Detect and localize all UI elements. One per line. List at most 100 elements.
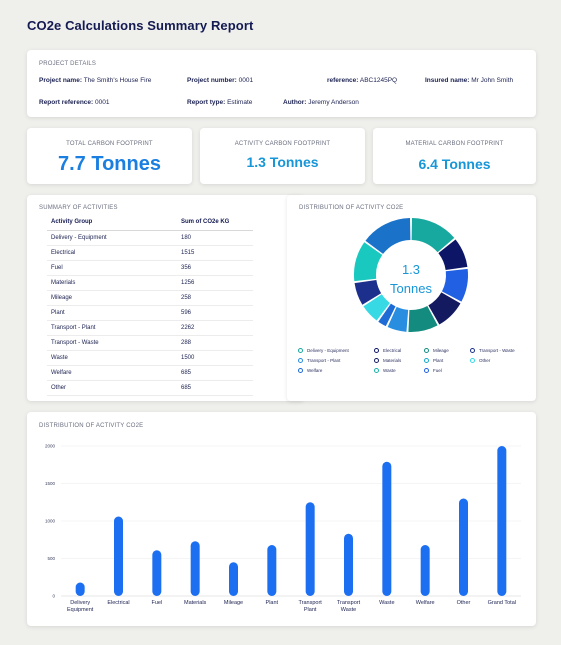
table-row: Welfare 685 bbox=[47, 365, 253, 381]
donut-center-unit: Tonnes bbox=[390, 281, 432, 296]
total-footprint-card: TOTAL CARBON FOOTPRINT 7.7 Tonnes bbox=[27, 128, 192, 184]
project-details-card: PROJECT DETAILS Project name: The Smith'… bbox=[27, 50, 536, 117]
legend-swatch bbox=[470, 358, 475, 363]
legend-item: Waste bbox=[374, 368, 396, 373]
co2e-sum-cell: 1500 bbox=[177, 350, 253, 366]
total-footprint-label: TOTAL CARBON FOOTPRINT bbox=[66, 141, 153, 147]
legend-label: Waste bbox=[383, 368, 396, 373]
y-tick-label: 0 bbox=[52, 594, 55, 599]
donut-segment bbox=[438, 239, 468, 271]
table-row: Transport - Plant 2262 bbox=[47, 320, 253, 336]
bar bbox=[152, 550, 162, 596]
x-tick-label: Transport bbox=[337, 600, 361, 606]
activity-group-cell: Welfare bbox=[47, 365, 177, 381]
table-row: Other 685 bbox=[47, 380, 253, 396]
table-row: Transport - Waste 288 bbox=[47, 335, 253, 351]
bar bbox=[344, 533, 353, 596]
summary-label: SUMMARY OF ACTIVITIES bbox=[39, 205, 118, 211]
legend-swatch bbox=[424, 358, 429, 363]
activity-group-cell: Transport - Plant bbox=[47, 320, 177, 336]
legend-label: Other bbox=[479, 358, 491, 363]
report-type-field: Report type: Estimate bbox=[187, 99, 253, 106]
material-footprint-card: MATERIAL CARBON FOOTPRINT 6.4 Tonnes bbox=[373, 128, 536, 184]
activity-footprint-label: ACTIVITY CARBON FOOTPRINT bbox=[234, 141, 331, 147]
legend-swatch bbox=[298, 348, 303, 353]
bar bbox=[75, 582, 85, 596]
legend-item: Welfare bbox=[298, 368, 322, 373]
table-row: Fuel 356 bbox=[47, 260, 253, 276]
table-row: Materials 1256 bbox=[47, 275, 253, 291]
bar bbox=[497, 446, 507, 596]
bar bbox=[114, 516, 123, 596]
legend-item: Transport - Waste bbox=[470, 348, 515, 353]
co2e-sum-cell: 685 bbox=[177, 380, 253, 396]
legend-swatch bbox=[374, 368, 379, 373]
bar-chart-title: DISTRIBUTION OF ACTIVITY CO2e bbox=[39, 423, 144, 429]
legend-swatch bbox=[470, 348, 475, 353]
activity-group-cell: Plant bbox=[47, 305, 177, 321]
activities-table: Activity Group Sum of CO2e KG Delivery -… bbox=[47, 215, 253, 396]
bar bbox=[267, 545, 277, 596]
y-tick-label: 500 bbox=[47, 556, 55, 561]
x-tick-label: Plant bbox=[266, 600, 279, 606]
legend-label: Transport - Plant bbox=[307, 358, 341, 363]
bar bbox=[420, 545, 430, 596]
legend-label: Fuel bbox=[433, 368, 442, 373]
donut-segment bbox=[408, 305, 438, 332]
x-tick-label: Fuel bbox=[151, 600, 162, 606]
x-tick-label: Electrical bbox=[107, 600, 129, 606]
activity-group-cell: Materials bbox=[47, 275, 177, 291]
bar bbox=[190, 541, 200, 596]
x-tick-label: Waste bbox=[341, 607, 356, 613]
x-tick-label: Mileage bbox=[224, 600, 243, 606]
legend-swatch bbox=[424, 368, 429, 373]
co2e-sum-cell: 2262 bbox=[177, 320, 253, 336]
legend-swatch bbox=[424, 348, 429, 353]
bar bbox=[459, 498, 468, 596]
donut-section-label: DISTRIBUTION OF ACTIVITY CO2e bbox=[299, 205, 404, 211]
donut-segment bbox=[387, 306, 409, 332]
y-tick-label: 1500 bbox=[45, 481, 56, 486]
col-sum-co2e: Sum of CO2e KG bbox=[177, 215, 253, 231]
x-tick-label: Grand Total bbox=[488, 600, 516, 606]
donut-segment bbox=[411, 218, 455, 253]
activity-group-cell: Fuel bbox=[47, 260, 177, 276]
co2e-sum-cell: 258 bbox=[177, 290, 253, 306]
co2e-sum-cell: 1515 bbox=[177, 245, 253, 261]
summary-card: SUMMARY OF ACTIVITIES Activity Group Sum… bbox=[27, 195, 304, 401]
activity-footprint-card: ACTIVITY CARBON FOOTPRINT 1.3 Tonnes bbox=[200, 128, 365, 184]
x-tick-label: Waste bbox=[379, 600, 394, 606]
project-details-label: PROJECT DETAILS bbox=[39, 61, 97, 67]
table-row: Mileage 258 bbox=[47, 290, 253, 306]
co2e-sum-cell: 356 bbox=[177, 260, 253, 276]
activity-group-cell: Waste bbox=[47, 350, 177, 366]
x-tick-label: Delivery bbox=[70, 600, 90, 606]
legend-label: Welfare bbox=[307, 368, 323, 373]
x-tick-label: Equipment bbox=[67, 607, 94, 613]
legend-item: Mileage bbox=[424, 348, 449, 353]
legend-label: Delivery - Equipment bbox=[307, 348, 349, 353]
y-tick-label: 2000 bbox=[45, 444, 56, 449]
legend-swatch bbox=[298, 358, 303, 363]
bar bbox=[305, 502, 315, 596]
donut-segment bbox=[354, 279, 382, 305]
activity-group-cell: Electrical bbox=[47, 245, 177, 261]
legend-label: Materials bbox=[383, 358, 402, 363]
author-field: Author: Jeremy Anderson bbox=[283, 99, 359, 106]
bar bbox=[382, 461, 392, 596]
legend-label: Transport - Waste bbox=[479, 348, 515, 353]
col-activity-group: Activity Group bbox=[47, 215, 177, 231]
insured-name-field: Insured name: Mr John Smith bbox=[425, 77, 514, 84]
total-footprint-value: 7.7 Tonnes bbox=[58, 153, 161, 175]
legend-item: Fuel bbox=[424, 368, 442, 373]
x-tick-label: Plant bbox=[304, 607, 317, 613]
legend-item: Materials bbox=[374, 358, 401, 363]
activity-group-cell: Delivery - Equipment bbox=[47, 230, 177, 246]
report-reference-field: Report reference: 0001 bbox=[39, 99, 110, 106]
activity-footprint-value: 1.3 Tonnes bbox=[246, 154, 319, 170]
bar bbox=[229, 562, 238, 596]
activity-group-cell: Other bbox=[47, 380, 177, 396]
co2e-sum-cell: 685 bbox=[177, 365, 253, 381]
table-header-row: Activity Group Sum of CO2e KG bbox=[47, 215, 253, 231]
